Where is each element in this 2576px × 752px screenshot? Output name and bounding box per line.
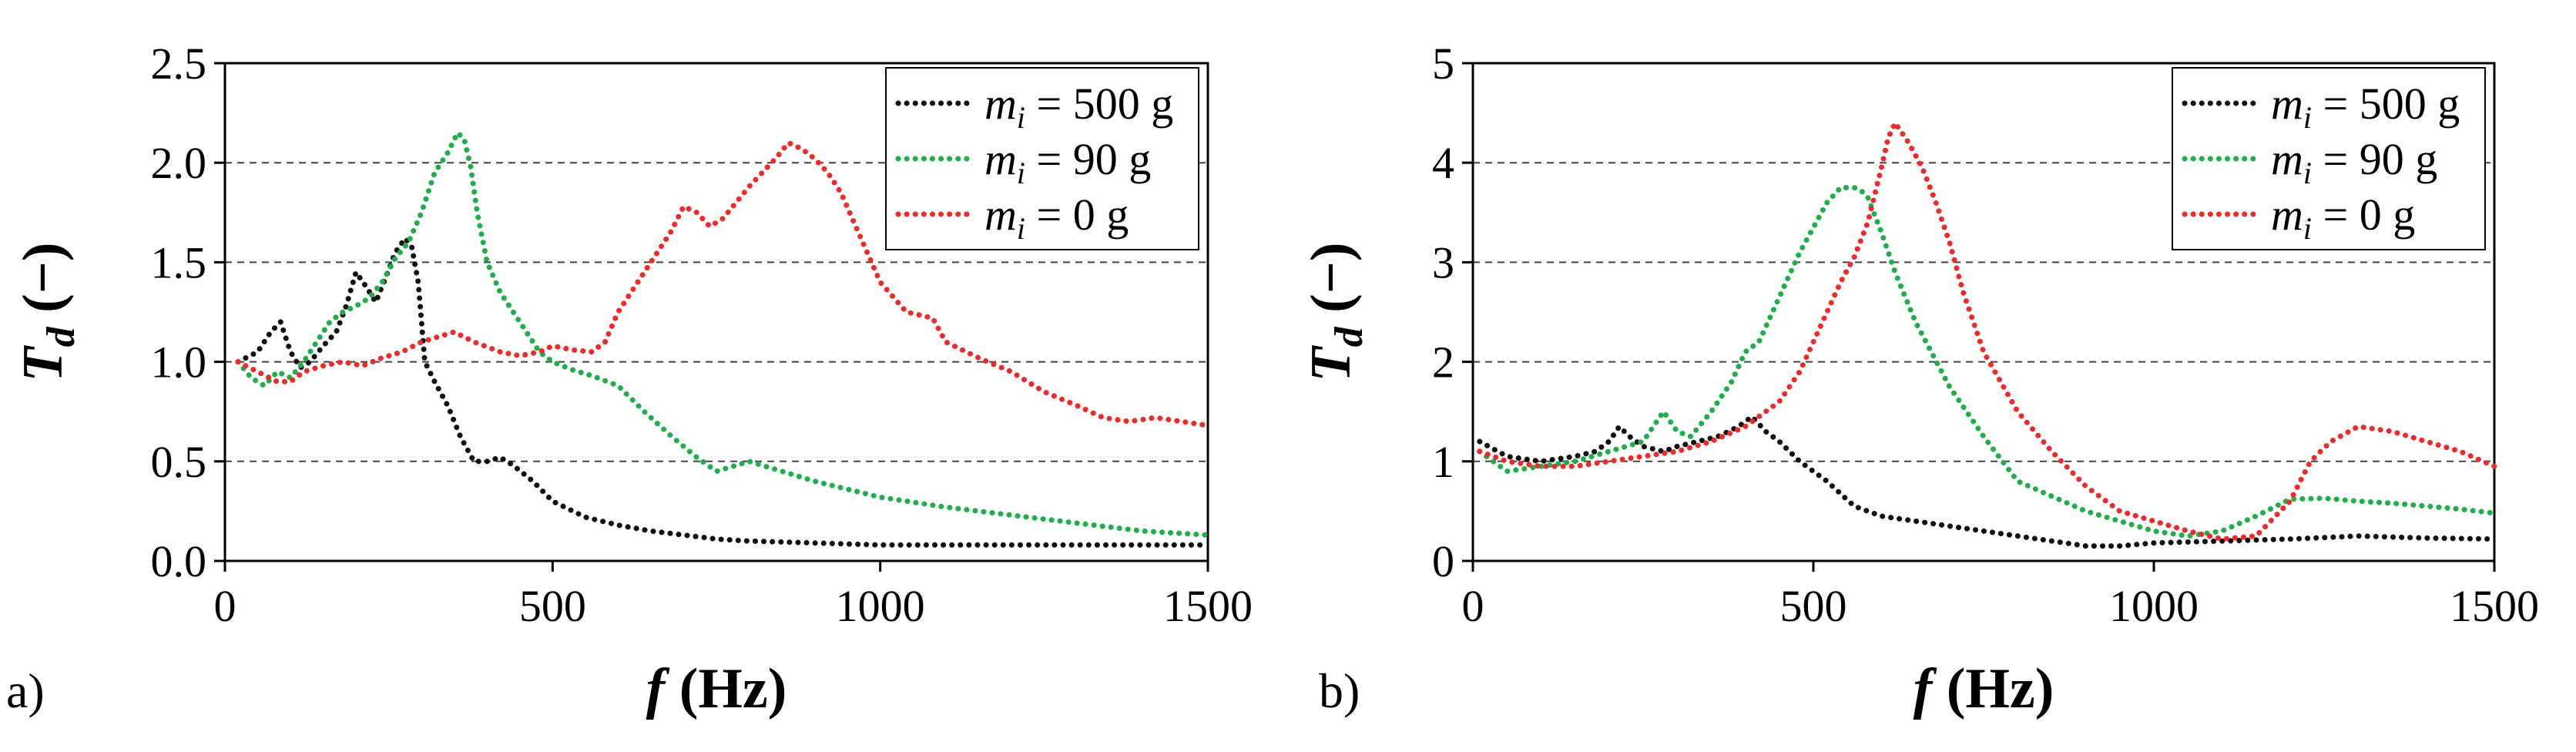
x-tick-label: 0	[1462, 581, 1484, 631]
x-axis-label: f (Hz)	[646, 657, 787, 720]
chart-panel-a: 0.0 0.5 1.0 1.5 2.0 2.5 0 500 1000 1500 mi = 500 g…	[6, 39, 1253, 720]
y-tick-label: 2.0	[151, 138, 207, 188]
legend-box	[885, 67, 1199, 250]
series-line-500	[235, 235, 1211, 548]
legend-label-90: mi = 90 g	[2271, 134, 2437, 190]
y-tick-label: 0	[1432, 536, 1454, 586]
x-tick-label: 1000	[2109, 581, 2199, 631]
y-tick-label: 5	[1432, 39, 1454, 89]
y-tick-label: 1.0	[151, 337, 207, 388]
legend-label-500: mi = 500 g	[984, 79, 1173, 135]
y-tick-label: 1.5	[151, 237, 207, 287]
y-tick-label: 0.0	[151, 536, 207, 586]
panel-label: b)	[1319, 663, 1360, 718]
legend: mi = 500 gmi = 90 gmi = 0 g	[2172, 67, 2486, 250]
legend-label-0: mi = 0 g	[2271, 190, 2415, 246]
y-tick-label: 0.5	[151, 437, 207, 487]
plot-frame	[1471, 62, 2496, 562]
plot-frame	[223, 62, 1209, 562]
x-tick-label: 500	[1780, 581, 1847, 631]
y-axis-label: Td (−)	[12, 242, 83, 381]
y-tick-label: 1	[1432, 437, 1454, 487]
panel-label: a)	[6, 663, 45, 718]
y-tick-label: 2	[1432, 337, 1454, 388]
x-tick-label: 1500	[1163, 581, 1253, 631]
series-line-500	[1477, 414, 2497, 549]
y-tick-label: 2.5	[151, 39, 207, 89]
y-tick-label: 4	[1432, 138, 1454, 188]
chart-panel-b: 0 1 2 3 4 5 0 500 1000 1500 mi = 500 gmi = 90 gmi …	[1300, 39, 2539, 720]
legend-label-0: mi = 0 g	[984, 190, 1129, 246]
y-tick-label: 3	[1432, 237, 1454, 287]
legend-box	[2172, 67, 2486, 250]
series-line-90	[1477, 185, 2497, 539]
x-tick-label: 500	[519, 581, 586, 631]
series-line-90	[235, 129, 1211, 538]
x-tick-label: 0	[214, 581, 236, 631]
y-axis-label: Td (−)	[1300, 242, 1371, 381]
x-tick-label: 1000	[836, 581, 925, 631]
legend: mi = 500 gmi = 90 gmi = 0 g	[885, 67, 1199, 250]
legend-label-90: mi = 90 g	[984, 134, 1151, 190]
x-axis-label: f (Hz)	[1914, 657, 2054, 720]
legend-label-500: mi = 500 g	[2271, 79, 2460, 135]
series-line-0	[235, 139, 1211, 428]
series-line-0	[1477, 120, 2497, 542]
x-tick-label: 1500	[2450, 581, 2539, 631]
